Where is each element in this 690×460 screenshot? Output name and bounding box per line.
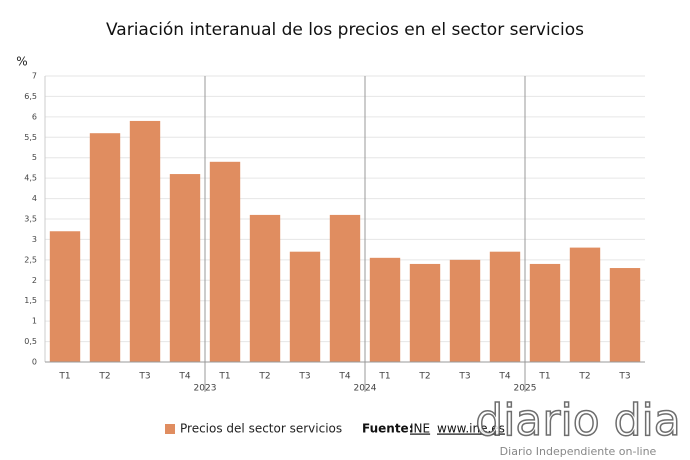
bar (129, 120, 161, 362)
x-tick-label: T2 (98, 372, 110, 382)
y-tick-label: 4 (32, 194, 37, 203)
bar (89, 133, 121, 362)
y-tick-label: 0 (32, 358, 37, 367)
x-tick-label: T1 (218, 372, 230, 382)
bar (569, 247, 601, 362)
x-tick-label: T1 (58, 372, 70, 382)
y-tick-label: 3 (32, 235, 37, 244)
bar (209, 161, 241, 362)
y-tick-label: 1,5 (24, 296, 37, 305)
group-label: 2025 (514, 384, 537, 394)
bar (369, 257, 401, 362)
y-tick-label: 5,5 (24, 133, 37, 142)
x-tick-label: T3 (618, 372, 630, 382)
bar (529, 263, 561, 362)
bar (609, 268, 641, 362)
bar (409, 263, 441, 362)
bar (49, 231, 81, 362)
y-tick-label: 2,5 (24, 255, 37, 264)
y-tick-label: 2 (32, 276, 37, 285)
x-tick-label: T3 (298, 372, 310, 382)
group-label: 2024 (354, 384, 377, 394)
legend-label: Precios del sector servicios (180, 422, 342, 436)
x-tick-label: T3 (138, 372, 150, 382)
x-tick-label: T1 (378, 372, 390, 382)
x-tick-label: T2 (258, 372, 270, 382)
source-link[interactable]: www.ine.es (437, 422, 505, 436)
watermark-tagline: Diario Independiente on-line (500, 445, 657, 458)
bar (249, 214, 281, 362)
group-label: 2023 (194, 384, 217, 394)
bar (489, 251, 521, 362)
bar (169, 174, 201, 362)
y-tick-label: 6,5 (24, 92, 37, 101)
bar (289, 251, 321, 362)
x-tick-label: T3 (458, 372, 470, 382)
y-tick-label: 0,5 (24, 337, 37, 346)
watermark-logo: diario dia (475, 395, 680, 446)
source-label: Fuente: (362, 422, 414, 436)
bar (449, 259, 481, 362)
y-tick-label: 1 (32, 317, 37, 326)
y-tick-label: 5 (32, 153, 37, 162)
legend-swatch (165, 424, 175, 434)
y-tick-label: 7 (32, 72, 37, 81)
y-tick-label: 4,5 (24, 174, 37, 183)
y-tick-label: 3,5 (24, 215, 37, 224)
x-tick-label: T2 (418, 372, 430, 382)
x-tick-label: T4 (338, 372, 350, 382)
y-tick-label: 6 (32, 112, 37, 121)
y-unit: % (16, 55, 27, 69)
x-tick-label: T4 (498, 372, 510, 382)
x-tick-label: T1 (538, 372, 550, 382)
plot: 0 0,5 1 1,5 2 2,5 3 3,5 4 4,5 5 5,5 6 6,5 7 2023 2024 202… (24, 72, 645, 436)
x-tick-label: T2 (578, 372, 590, 382)
bar (329, 214, 361, 362)
x-tick-label: T4 (178, 372, 190, 382)
chart-title: Variación interanual de los precios en e… (106, 20, 584, 40)
source-link[interactable]: INE (410, 422, 430, 436)
